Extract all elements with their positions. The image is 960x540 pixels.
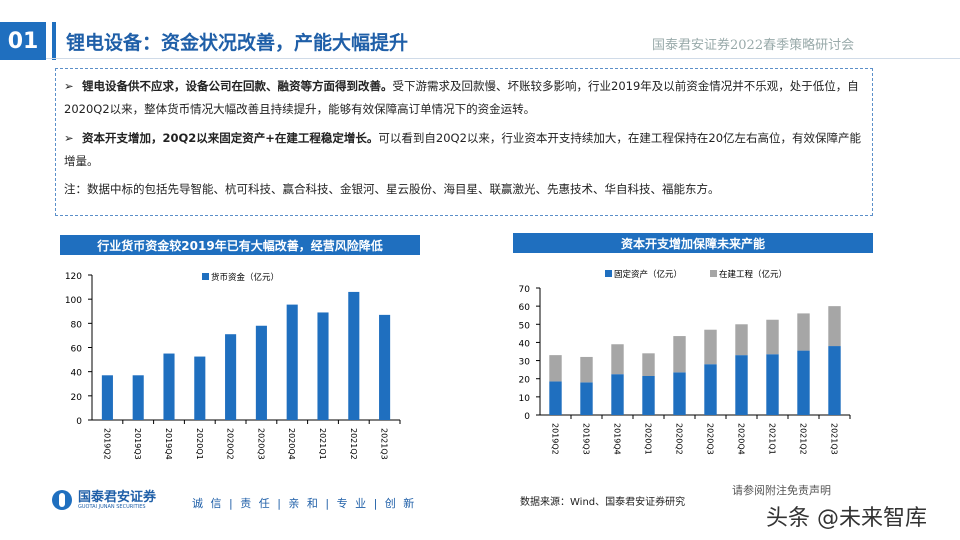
y-tick-label: 20 [71, 393, 83, 403]
legend-label: 货币资金（亿元） [211, 272, 279, 283]
logo-mark-icon [52, 490, 72, 510]
y-tick-label: 60 [519, 303, 531, 313]
accent-bar [52, 22, 56, 60]
y-tick-label: 100 [65, 296, 82, 306]
x-tick-label: 2019Q3 [133, 428, 142, 460]
bullet-1: ➢ 锂电设备供不应求，设备公司在回款、融资等方面得到改善。受下游需求及回款慢、坏账… [64, 75, 864, 121]
legend-label: 在建工程（亿元） [719, 269, 787, 280]
x-tick-label: 2021Q2 [799, 423, 808, 455]
summary-box: ➢ 锂电设备供不应求，设备公司在回款、融资等方面得到改善。受下游需求及回款慢、坏账… [55, 68, 873, 216]
y-tick-label: 120 [65, 272, 82, 282]
header-divider [46, 58, 960, 59]
bar-value [379, 314, 391, 420]
x-tick-label: 2019Q2 [102, 428, 111, 460]
disclaimer: 请参阅附注免责声明 [732, 484, 831, 497]
x-tick-label: 2020Q3 [706, 423, 715, 455]
bar-value [348, 291, 360, 420]
x-tick-label: 2020Q4 [287, 428, 296, 460]
bullet-2-heading: 资本开支增加，20Q2以来固定资产+在建工程稳定增长。 [82, 131, 379, 145]
legend-swatch [710, 270, 717, 277]
x-tick-label: 2021Q2 [349, 428, 358, 460]
bar-value [735, 355, 748, 415]
bar-construction [797, 313, 810, 351]
x-tick-label: 2021Q3 [380, 428, 389, 460]
conference-name: 国泰君安证券2022春季策略研讨会 [652, 38, 855, 53]
company-logo: 国泰君安证券 GUOTAI JUNAN SECURITIES [52, 490, 156, 510]
y-tick-label: 60 [71, 345, 83, 355]
bar-construction [766, 319, 779, 355]
chart-1-title: 行业货币资金较2019年已有大幅改善，经营风险降低 [60, 235, 420, 255]
company-name: 国泰君安证券 [78, 489, 157, 505]
y-tick-label: 70 [519, 285, 531, 295]
x-tick-label: 2020Q4 [737, 423, 746, 455]
x-tick-label: 2019Q3 [582, 423, 591, 455]
bar-value [766, 354, 779, 415]
bar-value [642, 375, 655, 415]
bar-construction [673, 336, 686, 373]
data-source: 数据来源：Wind、国泰君安证券研究 [520, 497, 686, 508]
bar-construction [580, 356, 593, 383]
watermark: 头条 @未来智库 [766, 506, 927, 531]
y-tick-label: 50 [519, 321, 531, 331]
chart-1: 0 20 40 60 80 100 120 2019Q2 2019Q3 2019Q4 2020Q1 2… [65, 272, 401, 460]
bar-construction [642, 353, 655, 376]
bar-construction [828, 306, 841, 347]
bar-value [286, 304, 298, 420]
y-tick-label: 30 [519, 358, 531, 368]
y-tick-label: 0 [524, 412, 530, 422]
bar-value [828, 346, 841, 415]
bar-value [255, 325, 267, 420]
section-number: 01 [0, 22, 46, 60]
bar-value [549, 381, 562, 415]
bar-value [194, 356, 206, 420]
x-tick-label: 2019Q4 [613, 423, 622, 455]
x-tick-label: 2020Q2 [675, 423, 684, 455]
bullet-2: ➢ 资本开支增加，20Q2以来固定资产+在建工程稳定增长。可以看到自20Q2以来，… [64, 127, 864, 173]
bar-value [704, 364, 717, 415]
y-tick-label: 20 [519, 376, 531, 386]
y-tick-label: 40 [519, 339, 531, 349]
bullet-2-text: 可以看到自20Q2以来，行业资本开支持续加大，在建工程保持在20亿左右高位，有效… [64, 131, 862, 168]
bar-value [132, 375, 144, 420]
bar-value [163, 353, 175, 420]
x-tick-label: 2021Q1 [318, 428, 327, 460]
bar-construction [611, 344, 624, 375]
x-tick-label: 2020Q1 [195, 428, 204, 460]
bar-value [580, 382, 593, 415]
page-title: 锂电设备：资金状况改善，产能大幅提升 [66, 32, 409, 54]
x-tick-label: 2019Q2 [551, 423, 560, 455]
legend-swatch [605, 270, 612, 277]
legend-label: 固定资产（亿元） [614, 269, 682, 280]
x-tick-label: 2021Q1 [768, 423, 777, 455]
bar-construction [735, 324, 748, 356]
x-tick-label: 2020Q1 [644, 423, 653, 455]
chart-2-title: 资本开支增加保障未来产能 [513, 233, 873, 253]
x-tick-label: 2021Q3 [830, 423, 839, 455]
chart-2: 0 10 20 30 40 50 60 70 2019Q2 2019Q3 2019Q4 2020Q1 2… [519, 269, 851, 455]
y-tick-label: 80 [71, 320, 83, 330]
bar-construction [704, 329, 717, 365]
x-tick-label: 2020Q2 [226, 428, 235, 460]
y-tick-label: 40 [71, 369, 83, 379]
x-tick-label: 2019Q4 [164, 428, 173, 460]
y-tick-label: 0 [76, 417, 82, 427]
legend-swatch [202, 273, 209, 280]
arrow-bullet-icon: ➢ [64, 79, 74, 93]
y-tick-label: 10 [519, 394, 531, 404]
company-name-en: GUOTAI JUNAN SECURITIES [78, 503, 146, 510]
x-tick-label: 2020Q3 [256, 428, 265, 460]
bar-value [797, 350, 810, 415]
bar-value [673, 372, 686, 415]
bar-value [225, 334, 237, 420]
bullet-1-heading: 锂电设备供不应求，设备公司在回款、融资等方面得到改善。 [82, 79, 393, 93]
arrow-bullet-icon: ➢ [64, 131, 74, 145]
note: 注：数据中标的包括先导智能、杭可科技、赢合科技、金银河、星云股份、海目星、联赢激… [64, 182, 720, 196]
bar-value [317, 312, 329, 420]
motto: 诚 信 | 责 任 | 亲 和 | 专 业 | 创 新 [192, 497, 417, 510]
bar-value [101, 375, 113, 420]
bullet-1-text: 受下游需求及回款慢、坏账较多影响，行业2019年及以前资金情况并不乐观，处于低位… [64, 79, 859, 116]
bar-construction [549, 355, 562, 382]
bar-value [611, 374, 624, 415]
